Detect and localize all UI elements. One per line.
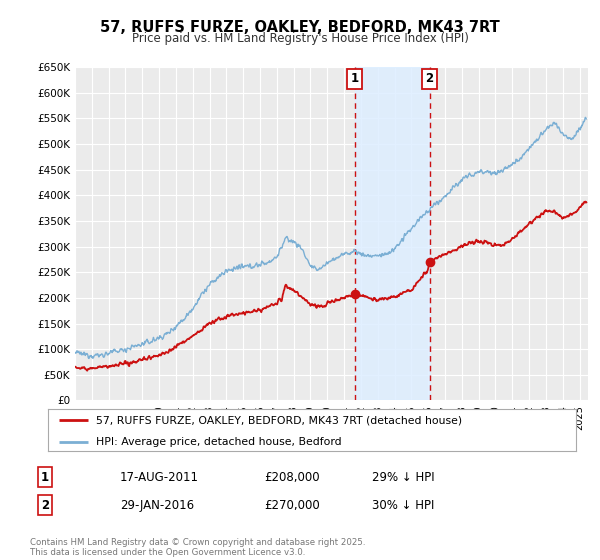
Text: Contains HM Land Registry data © Crown copyright and database right 2025.
This d: Contains HM Land Registry data © Crown c… <box>30 538 365 557</box>
Text: 57, RUFFS FURZE, OAKLEY, BEDFORD, MK43 7RT (detached house): 57, RUFFS FURZE, OAKLEY, BEDFORD, MK43 7… <box>95 415 461 425</box>
Text: 2: 2 <box>425 72 434 85</box>
Text: 1: 1 <box>41 470 49 484</box>
Text: 2: 2 <box>41 498 49 512</box>
Text: Price paid vs. HM Land Registry's House Price Index (HPI): Price paid vs. HM Land Registry's House … <box>131 32 469 45</box>
Bar <box>355 67 430 400</box>
Text: 30% ↓ HPI: 30% ↓ HPI <box>372 498 434 512</box>
Text: HPI: Average price, detached house, Bedford: HPI: Average price, detached house, Bedf… <box>95 437 341 446</box>
Text: £208,000: £208,000 <box>264 470 320 484</box>
Text: 29-JAN-2016: 29-JAN-2016 <box>120 498 194 512</box>
Text: 57, RUFFS FURZE, OAKLEY, BEDFORD, MK43 7RT: 57, RUFFS FURZE, OAKLEY, BEDFORD, MK43 7… <box>100 20 500 35</box>
Text: £270,000: £270,000 <box>264 498 320 512</box>
Text: 17-AUG-2011: 17-AUG-2011 <box>120 470 199 484</box>
Text: 1: 1 <box>350 72 359 85</box>
Text: 29% ↓ HPI: 29% ↓ HPI <box>372 470 434 484</box>
